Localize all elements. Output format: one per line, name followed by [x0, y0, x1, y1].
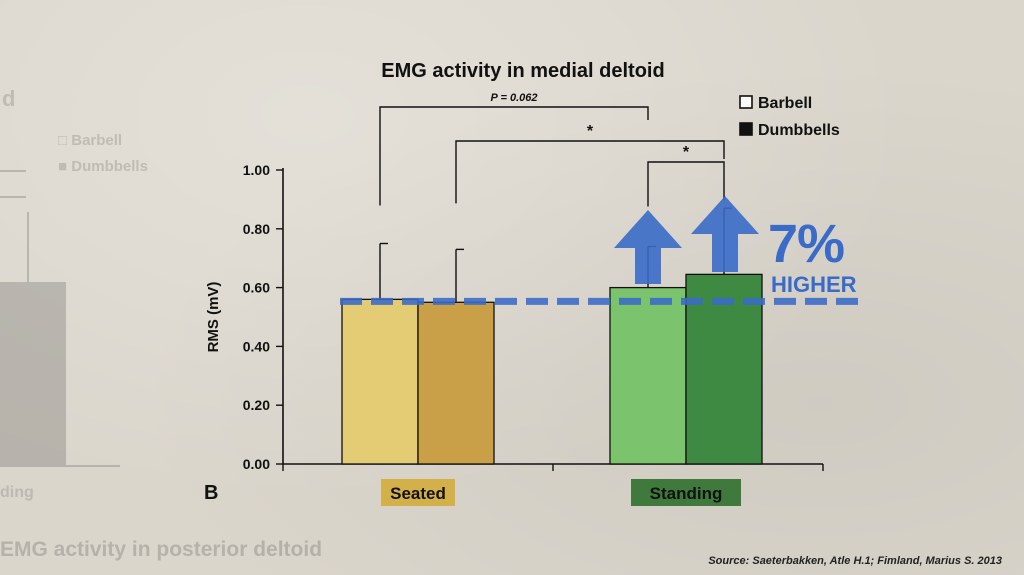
background-x-label-fragment: ding: [0, 484, 34, 501]
bar-seated-dumbbells: [417, 301, 495, 465]
background-bracket-2: [0, 196, 26, 198]
bracket: [647, 161, 725, 207]
bar-standing-barbell: [609, 286, 687, 465]
y-tick-label: 1.00: [243, 162, 270, 178]
legend-label: Barbell: [758, 95, 812, 112]
legend-swatch: [739, 122, 753, 136]
arrow-up-icon: [614, 210, 682, 284]
background-legend-barbell-label: Barbell: [71, 132, 123, 149]
background-legend-swatch: □: [58, 132, 68, 149]
bar-seated-barbell: [341, 298, 419, 465]
y-tick-label: 0.80: [243, 221, 270, 237]
significance-brackets: P = 0.062 * *: [379, 92, 725, 207]
panel-letter: B: [204, 482, 219, 504]
background-legend-swatch: ■: [58, 158, 68, 175]
category-label: Standing: [650, 484, 723, 503]
bars: [341, 273, 763, 465]
y-tick-label: 0.20: [243, 397, 270, 413]
y-axis-label: RMS (mV): [205, 282, 222, 353]
legend-label: Dumbbells: [758, 122, 840, 139]
bracket: [379, 106, 649, 206]
bracket: [455, 140, 725, 204]
background-axis: [0, 465, 120, 467]
source-citation: Source: Saeterbakken, Atle H.1; Fimland,…: [708, 555, 1002, 567]
background-bracket-1: [0, 170, 26, 172]
chart-title: EMG activity in medial deltoid: [381, 60, 664, 82]
background-legend-dumbbells: ■ Dumbbells: [58, 158, 148, 175]
bracket-label: *: [587, 123, 594, 140]
background-caption: EMG activity in posterior deltoid: [0, 538, 323, 561]
category-label: Seated: [390, 484, 446, 503]
bracket-label: P = 0.062: [491, 92, 538, 104]
category-labels: Seated Standing: [381, 479, 741, 506]
background-bar: [0, 282, 66, 466]
background-errorbar: [27, 212, 29, 282]
category-label-bg: [381, 479, 455, 506]
overlay-annotation: 7%HIGHER: [340, 196, 858, 305]
legend-swatch: [739, 95, 753, 109]
percent-label: 7%: [768, 214, 844, 274]
legend: Barbell Dumbbells: [739, 95, 840, 139]
y-tick-label: 0.00: [243, 456, 270, 472]
y-tick-label: 0.60: [243, 280, 270, 296]
background-legend-dumbbells-label: Dumbbells: [71, 158, 148, 175]
background-title-fragment: d: [2, 86, 16, 111]
background-legend-barbell: □ Barbell: [58, 132, 122, 149]
y-tick-label: 0.40: [243, 338, 270, 354]
higher-label: HIGHER: [771, 272, 857, 297]
bar-standing-dumbbells: [685, 273, 763, 465]
bracket-label: *: [683, 144, 690, 161]
arrow-up-icon: [691, 196, 759, 272]
category-label-bg: [631, 479, 741, 506]
